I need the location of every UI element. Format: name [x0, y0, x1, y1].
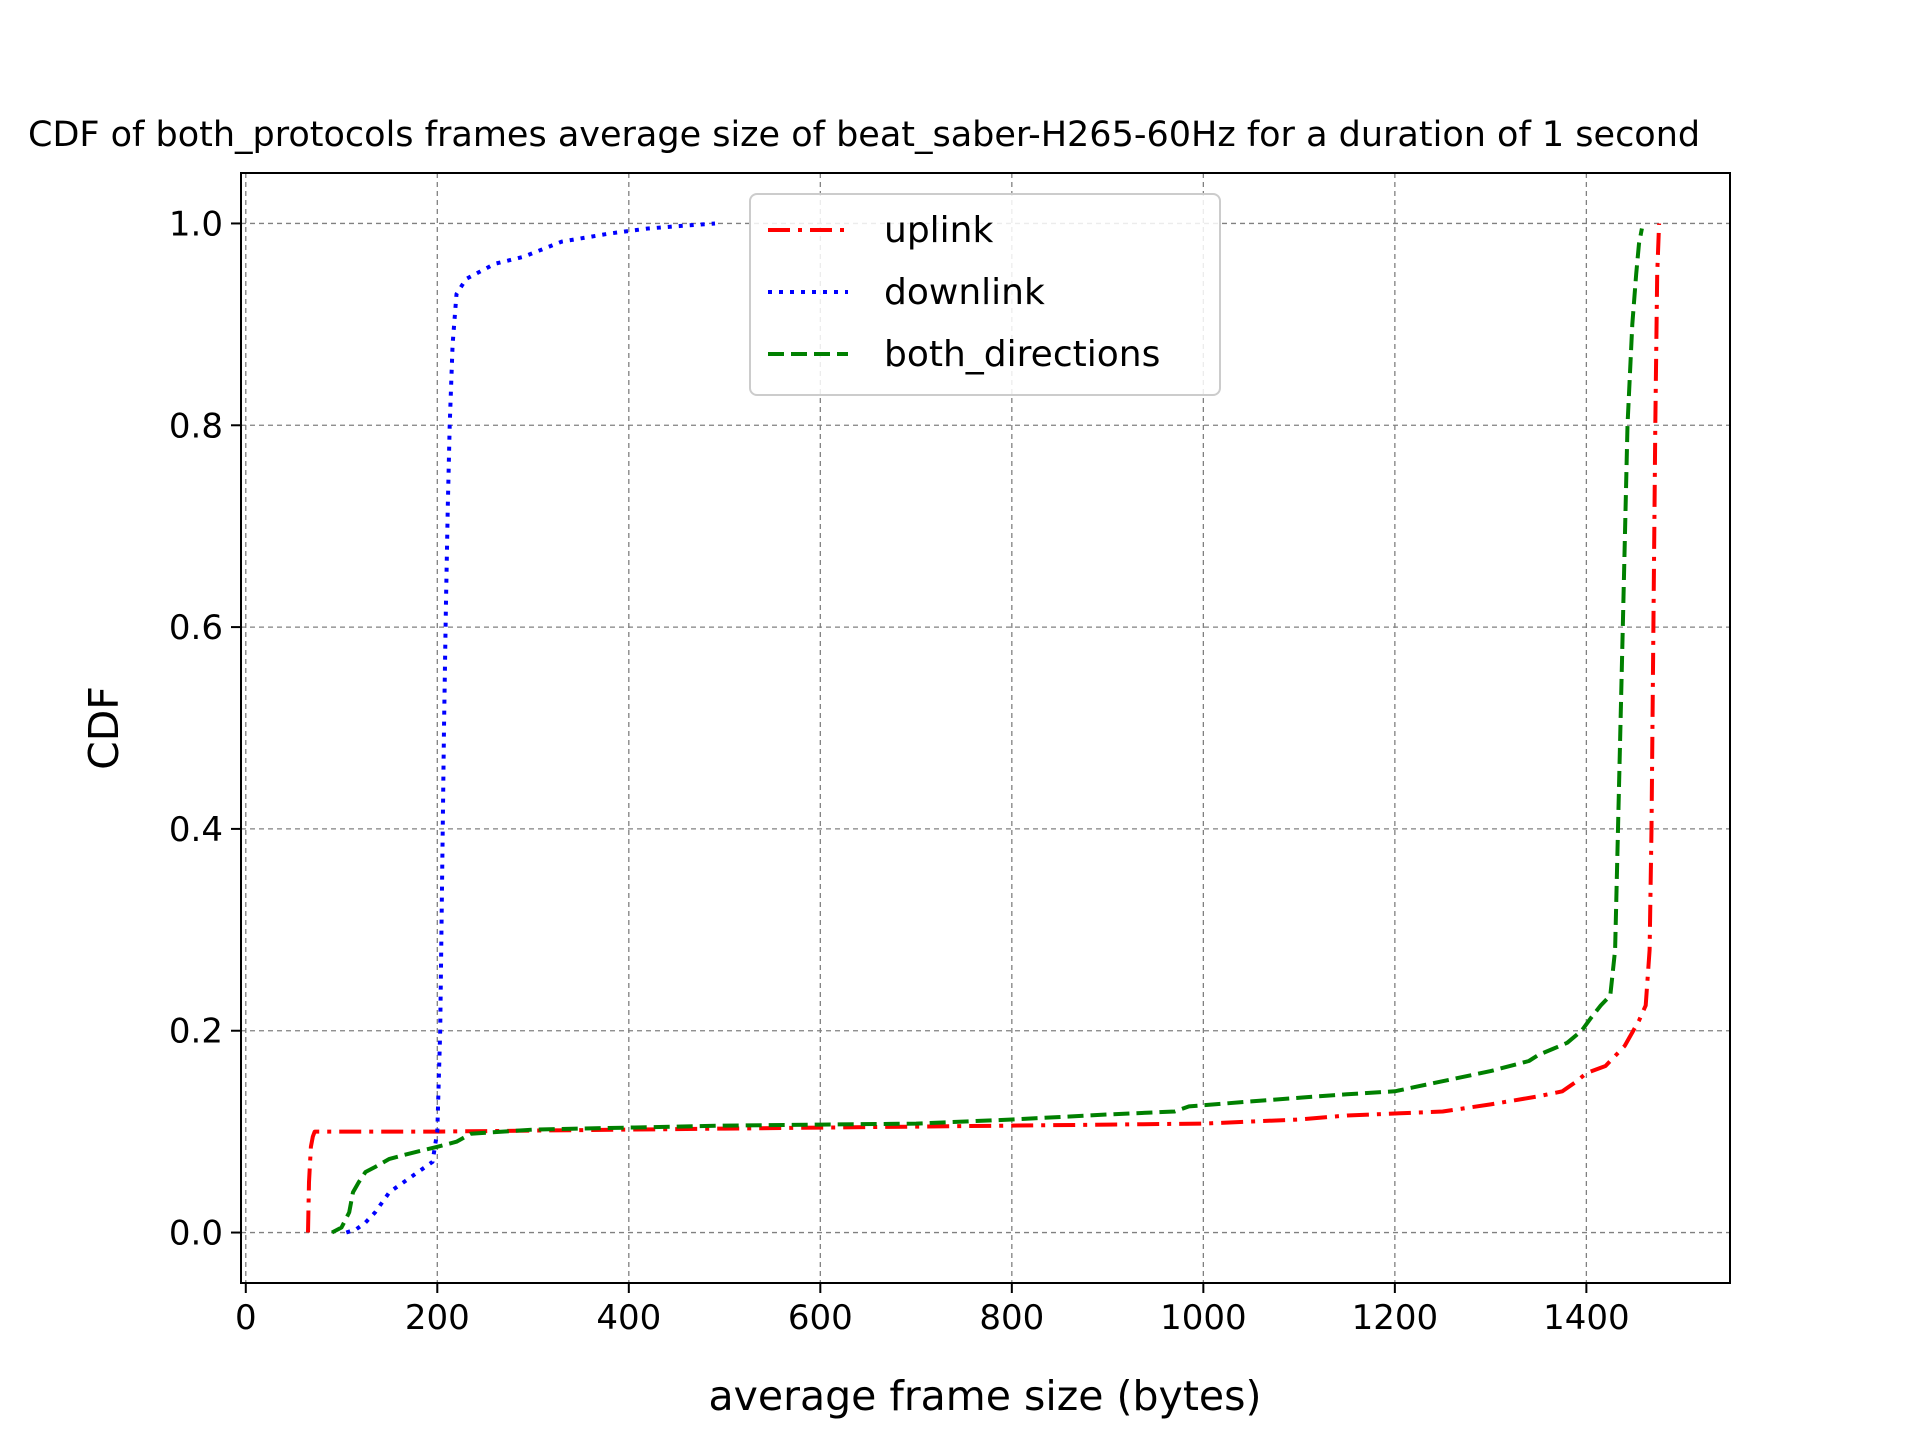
- x-tick-label: 800: [979, 1298, 1044, 1338]
- chart-title: CDF of both_protocols frames average siz…: [28, 115, 1700, 155]
- legend-label-uplink: uplink: [884, 210, 993, 251]
- y-axis-title: CDF: [80, 686, 128, 770]
- x-axis-title: average frame size (bytes): [709, 1372, 1262, 1420]
- y-tick-label: 0.6: [169, 608, 223, 648]
- x-tick-label: 1000: [1160, 1298, 1247, 1338]
- y-tick-label: 1.0: [169, 204, 223, 244]
- x-tick-label: 1200: [1352, 1298, 1439, 1338]
- axis-ticks: 0 200 400 600 800 1000 1200 1400 0.0 0.2 0.4 0.6 0.8…: [169, 204, 1630, 1338]
- legend: uplink downlink both_directions: [749, 193, 1221, 396]
- legend-label-both-directions: both_directions: [884, 334, 1160, 375]
- plot-area-frame: [240, 172, 1731, 1284]
- series-lines: [306, 221, 1662, 1235]
- x-tick-label: 1400: [1543, 1298, 1630, 1338]
- x-tick-label: 200: [405, 1298, 470, 1338]
- y-tick-label: 0.0: [169, 1214, 223, 1254]
- x-tick-label: 0: [235, 1298, 257, 1338]
- y-tick-label: 0.4: [169, 810, 223, 850]
- legend-label-downlink: downlink: [884, 272, 1045, 313]
- x-tick-label: 400: [596, 1298, 661, 1338]
- y-tick-label: 0.8: [169, 406, 223, 446]
- legend-box: [749, 193, 1221, 396]
- series-line-downlink: [345, 221, 716, 1235]
- series-line-uplink: [306, 223, 1662, 1233]
- x-tick-label: 600: [788, 1298, 853, 1338]
- y-tick-label: 0.2: [169, 1012, 223, 1052]
- series-line-both-directions: [331, 228, 1644, 1235]
